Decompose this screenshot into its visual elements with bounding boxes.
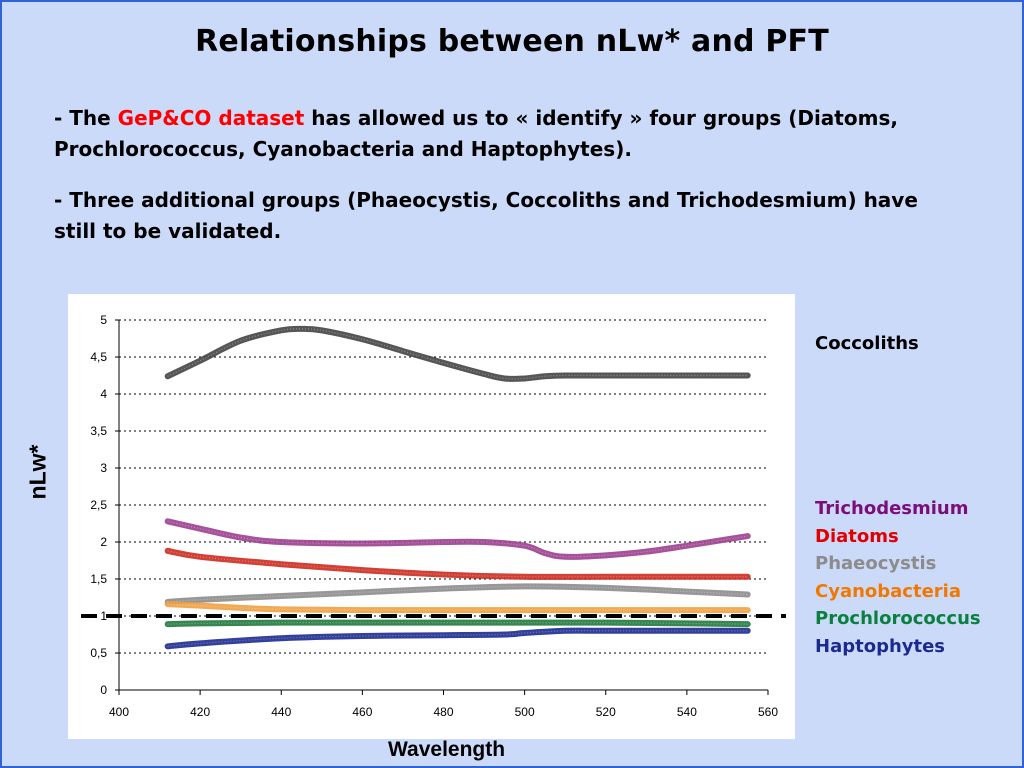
series-line-coccoliths (164, 325, 751, 382)
series-line-texture-haptophytes (167, 630, 748, 647)
legend-item-phaeocystis: Phaeocystis (815, 553, 937, 574)
y-tick-label: 4,5 (90, 350, 107, 364)
x-tick-label: 540 (677, 705, 697, 719)
y-tick-label: 0 (100, 683, 107, 697)
chart-legend: Trichodesmium Diatoms Phaeocystis Cyanob… (815, 495, 981, 660)
intro-paragraph: - The GeP&CO dataset has allowed us to «… (54, 103, 954, 165)
series-line-texture-phaeocystis (167, 585, 748, 603)
x-tick-label: 520 (596, 705, 616, 719)
slide-title: Relationships between nLw* and PFT (195, 24, 829, 59)
y-tick-label: 2 (100, 535, 107, 549)
series-line-trichodesmium (164, 518, 751, 560)
y-tick-label: 5 (100, 313, 107, 327)
series-line-cyanobacteria (164, 601, 751, 614)
y-tick-label: 4 (100, 387, 107, 401)
x-tick-label: 460 (352, 705, 372, 719)
series-line-prochlorococcus (164, 619, 751, 628)
series-line-texture-coccoliths (167, 328, 748, 380)
x-tick-label: 440 (271, 705, 291, 719)
intro-prefix: - The (54, 106, 118, 130)
legend-item-diatoms: Diatoms (815, 525, 899, 547)
series-line-texture-cyanobacteria (167, 603, 748, 611)
y-tick-label: 3,5 (90, 424, 107, 438)
y-tick-label: 1,5 (90, 572, 107, 586)
x-tick-label: 560 (758, 705, 778, 719)
chart-panel: 0 0,5 1 1,5 2 2,5 3 3,5 4 4,5 5 400 420 440 460 480 500 5… (68, 294, 795, 739)
x-tick-label: 480 (433, 705, 453, 719)
y-tick-label: 2,5 (90, 498, 107, 512)
legend-item-haptophytes: Haptophytes (815, 635, 946, 657)
series-line-diatoms (164, 547, 751, 580)
y-tick-label: 1 (100, 609, 107, 623)
intro-suffix: has allowed us to « identify » four grou… (54, 106, 898, 161)
y-tick-label: 3 (100, 461, 107, 475)
dataset-highlight: GeP&CO dataset (117, 106, 305, 130)
series-line-haptophytes (164, 627, 751, 650)
series-line-texture-diatoms (167, 550, 748, 578)
legend-coccoliths: Coccoliths (815, 333, 919, 354)
validation-paragraph: - Three additional groups (Phaeocystis, … (54, 188, 918, 243)
x-tick-label: 420 (190, 705, 210, 719)
x-axis-title: Wavelength (388, 738, 506, 761)
legend-item-prochlorococcus: Prochlorococcus (815, 608, 981, 629)
legend-item-cyanobacteria: Cyanobacteria (815, 580, 961, 602)
y-tick-label: 0,5 (90, 646, 107, 660)
legend-item-trichodesmium: Trichodesmium (815, 498, 969, 519)
y-axis-title: nLw* (24, 444, 51, 500)
series-line-phaeocystis (164, 583, 751, 605)
x-tick-label: 500 (515, 705, 535, 719)
x-tick-label: 400 (109, 705, 129, 719)
line-chart: 0 0,5 1 1,5 2 2,5 3 3,5 4 4,5 5 400 420 440 460 480 500 5… (81, 313, 786, 719)
